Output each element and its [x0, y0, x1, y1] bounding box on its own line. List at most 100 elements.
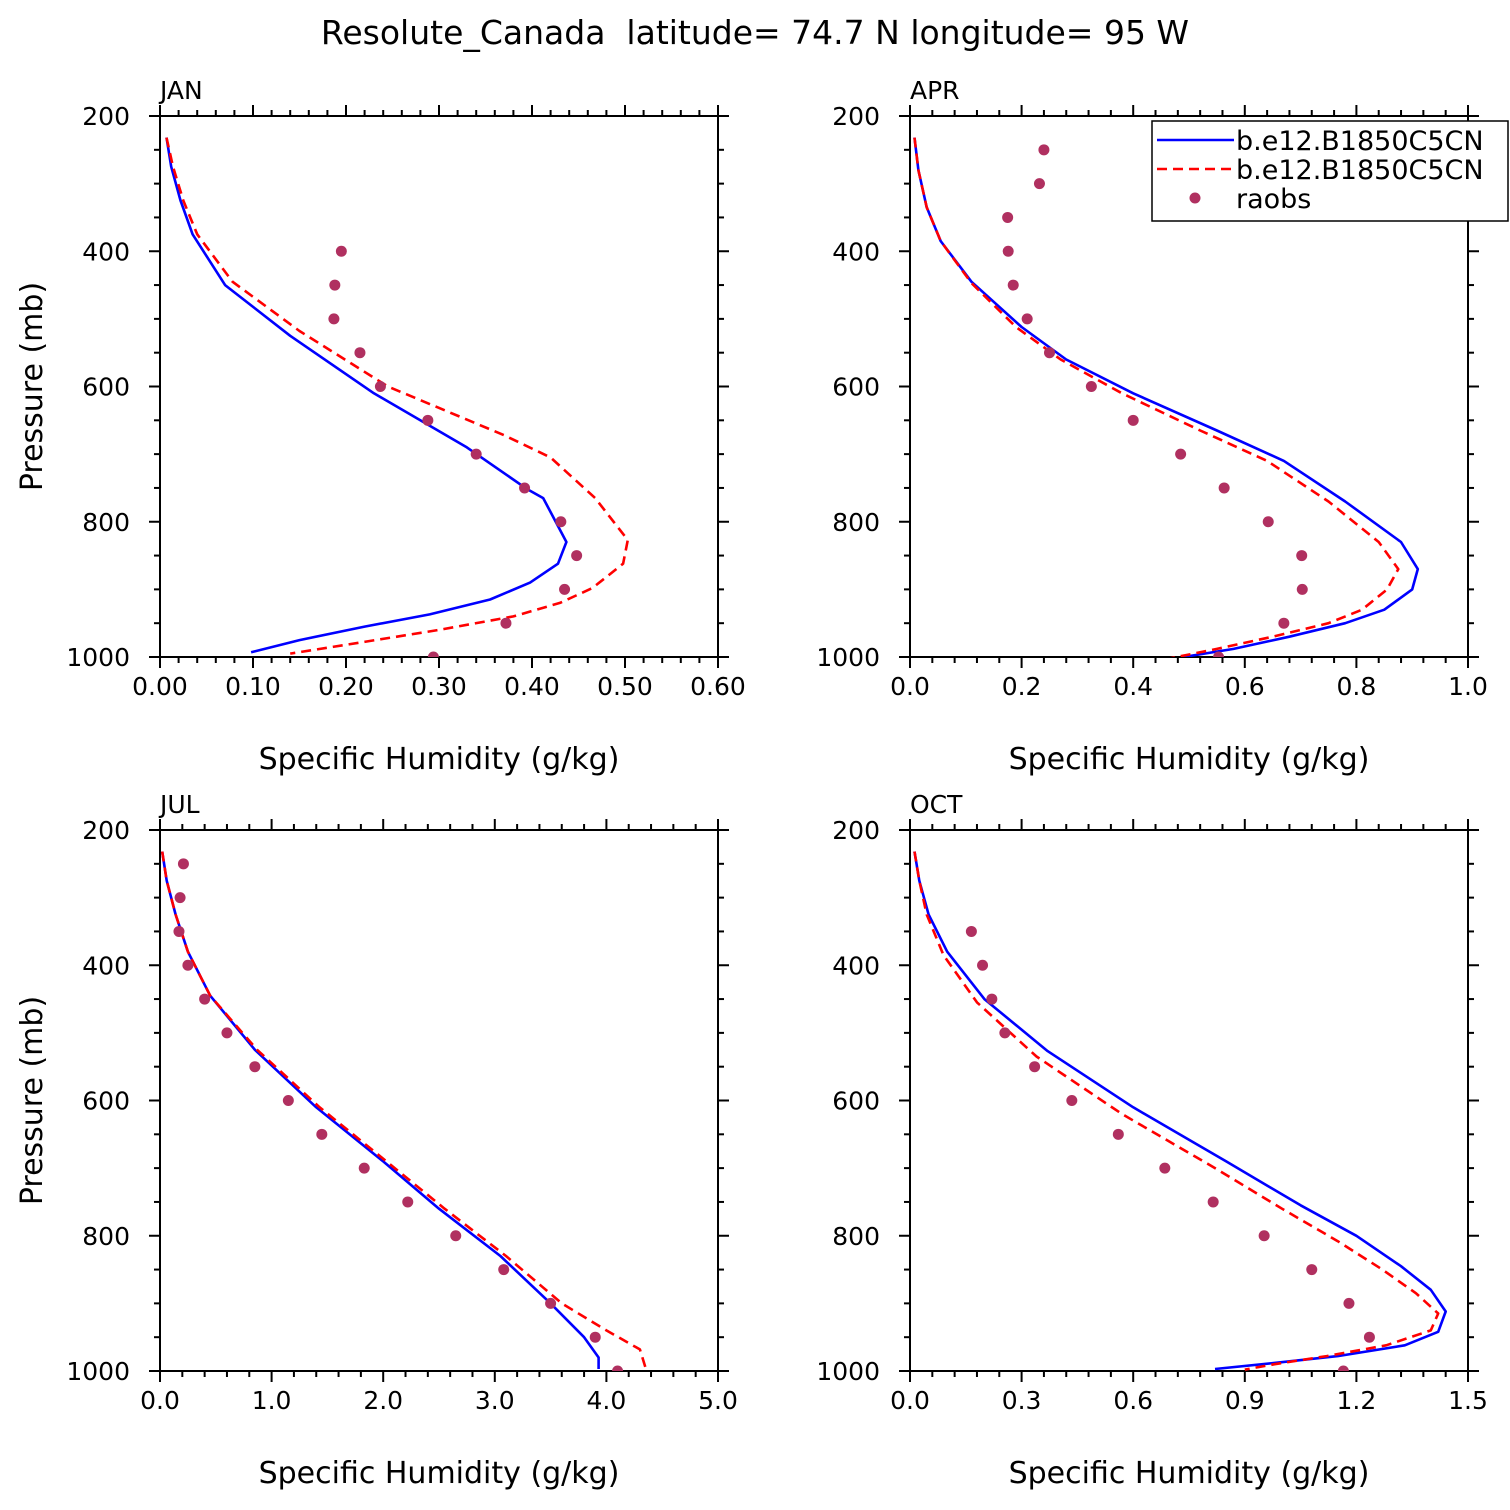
raobs-point: [422, 414, 434, 426]
model-series-dashed-line: [913, 851, 1440, 1371]
x-tick-label: 0.6: [1113, 1386, 1153, 1415]
y-tick-label: 400: [832, 951, 880, 980]
x-tick-label: 0.10: [225, 672, 281, 701]
raobs-point: [173, 925, 185, 937]
raobs-point: [374, 381, 386, 392]
panel-label: JUL: [158, 790, 200, 819]
raobs-point: [1175, 448, 1187, 460]
y-tick-label: 800: [82, 508, 130, 537]
panels: 0.00 0.10 0.20 0.30 0.40 0.50 0.60 200 400 600 800…: [15, 76, 1488, 1491]
x-tick-label: 0.0: [890, 1386, 930, 1415]
y-tick-label: 600: [82, 373, 130, 402]
raobs-point: [1002, 245, 1014, 257]
model-series-solid-line: [160, 851, 600, 1369]
x-tick-label: 0.8: [1337, 672, 1377, 701]
plot-frame: [909, 829, 1469, 1372]
panel-jan: 0.00 0.10 0.20 0.30 0.40 0.50 0.60 200 400 600 800…: [15, 76, 746, 777]
plot-data: [913, 137, 1420, 657]
raobs-point: [1296, 550, 1308, 562]
raobs-point: [589, 1331, 601, 1343]
raobs-point: [1044, 347, 1055, 359]
raobs-point: [177, 858, 189, 870]
raobs-point: [498, 1264, 510, 1276]
raobs-point: [999, 1027, 1011, 1039]
x-tick-label: 1.5: [1448, 1386, 1488, 1415]
x-tick-label: 0.00: [132, 672, 188, 701]
model-series-solid-line: [913, 851, 1447, 1371]
raobs-point: [977, 959, 989, 971]
raobs-point: [555, 516, 567, 528]
x-tick-label: 3.0: [475, 1386, 515, 1415]
raobs-point: [1021, 313, 1033, 325]
raobs-point: [174, 892, 186, 904]
raobs-point: [329, 279, 341, 291]
x-axis-label: Specific Humidity (g/kg): [1009, 742, 1370, 777]
raobs-point: [282, 1095, 294, 1106]
raobs-point: [1306, 1264, 1318, 1276]
x-tick-label: 0.3: [1002, 1386, 1042, 1415]
raobs-point: [221, 1027, 233, 1039]
x-tick-label: 0.6: [1225, 672, 1265, 701]
y-tick-label: 1000: [816, 1357, 880, 1386]
legend-label: raobs: [1236, 184, 1311, 215]
x-tick-label: 1.0: [252, 1386, 292, 1415]
legend-marker: [1189, 192, 1201, 204]
figure-title: Resolute_Canada latitude= 74.7 N longitu…: [321, 13, 1189, 52]
model-series-dashed-line: [913, 137, 1400, 657]
raobs-point: [1066, 1095, 1078, 1106]
model-series-solid-line: [913, 137, 1420, 657]
raobs-point: [1207, 1196, 1219, 1208]
plot-data: [165, 137, 630, 657]
raobs-point: [612, 1365, 624, 1371]
x-tick-label: 0.2: [1002, 672, 1042, 701]
panel-oct: 0.0 0.3 0.6 0.9 1.2 1.5 200 400 600 800 1000 OCT Spe…: [816, 790, 1488, 1491]
raobs-point: [1085, 381, 1097, 392]
raobs-point: [1112, 1128, 1124, 1140]
plot-data: [160, 851, 647, 1371]
x-tick-label: 0.0: [890, 672, 930, 701]
x-tick-label: 1.0: [1448, 672, 1488, 701]
x-tick-label: 0.60: [690, 672, 746, 701]
y-tick-label: 400: [832, 237, 880, 266]
raobs-point: [965, 925, 977, 937]
raobs-point: [1296, 583, 1308, 595]
panel-label: OCT: [910, 790, 963, 819]
raobs-point: [559, 583, 571, 595]
x-tick-label: 0.40: [504, 672, 560, 701]
x-axis-label: Specific Humidity (g/kg): [259, 1456, 620, 1491]
raobs-point: [571, 550, 583, 562]
model-series-dashed-line: [165, 137, 630, 655]
legend-label: b.e12.B1850C5CN: [1236, 155, 1484, 186]
raobs-point: [402, 1196, 414, 1208]
raobs-point: [316, 1128, 328, 1140]
y-tick-label: 800: [82, 1222, 130, 1251]
y-tick-label: 600: [832, 373, 880, 402]
raobs-point: [358, 1162, 370, 1174]
y-tick-label: 200: [832, 102, 880, 131]
x-tick-label: 4.0: [587, 1386, 627, 1415]
y-tick-label: 600: [82, 1087, 130, 1116]
y-tick-label: 800: [832, 1222, 880, 1251]
y-tick-label: 1000: [816, 643, 880, 672]
raobs-point: [450, 1230, 462, 1242]
raobs-point: [1007, 279, 1019, 291]
x-tick-label: 0.20: [318, 672, 374, 701]
plot-frame: [159, 829, 719, 1372]
panel-label: JAN: [158, 76, 203, 105]
raobs-point: [1337, 1365, 1349, 1371]
raobs-point: [1159, 1162, 1171, 1174]
raobs-point: [354, 347, 366, 359]
raobs-point: [427, 651, 439, 657]
panel-jul: 0.0 1.0 2.0 3.0 4.0 5.0 200 400 600 800 1000 JUL Spe…: [15, 790, 738, 1491]
raobs-point: [519, 482, 531, 494]
y-tick-label: 800: [832, 508, 880, 537]
raobs-point: [1262, 516, 1274, 528]
y-axis-label: Pressure (mb): [15, 996, 50, 1205]
panel-label: APR: [910, 76, 960, 105]
x-tick-label: 5.0: [698, 1386, 738, 1415]
raobs-point: [1363, 1331, 1375, 1343]
raobs-point: [1213, 651, 1225, 657]
x-axis-label: Specific Humidity (g/kg): [1009, 1456, 1370, 1491]
